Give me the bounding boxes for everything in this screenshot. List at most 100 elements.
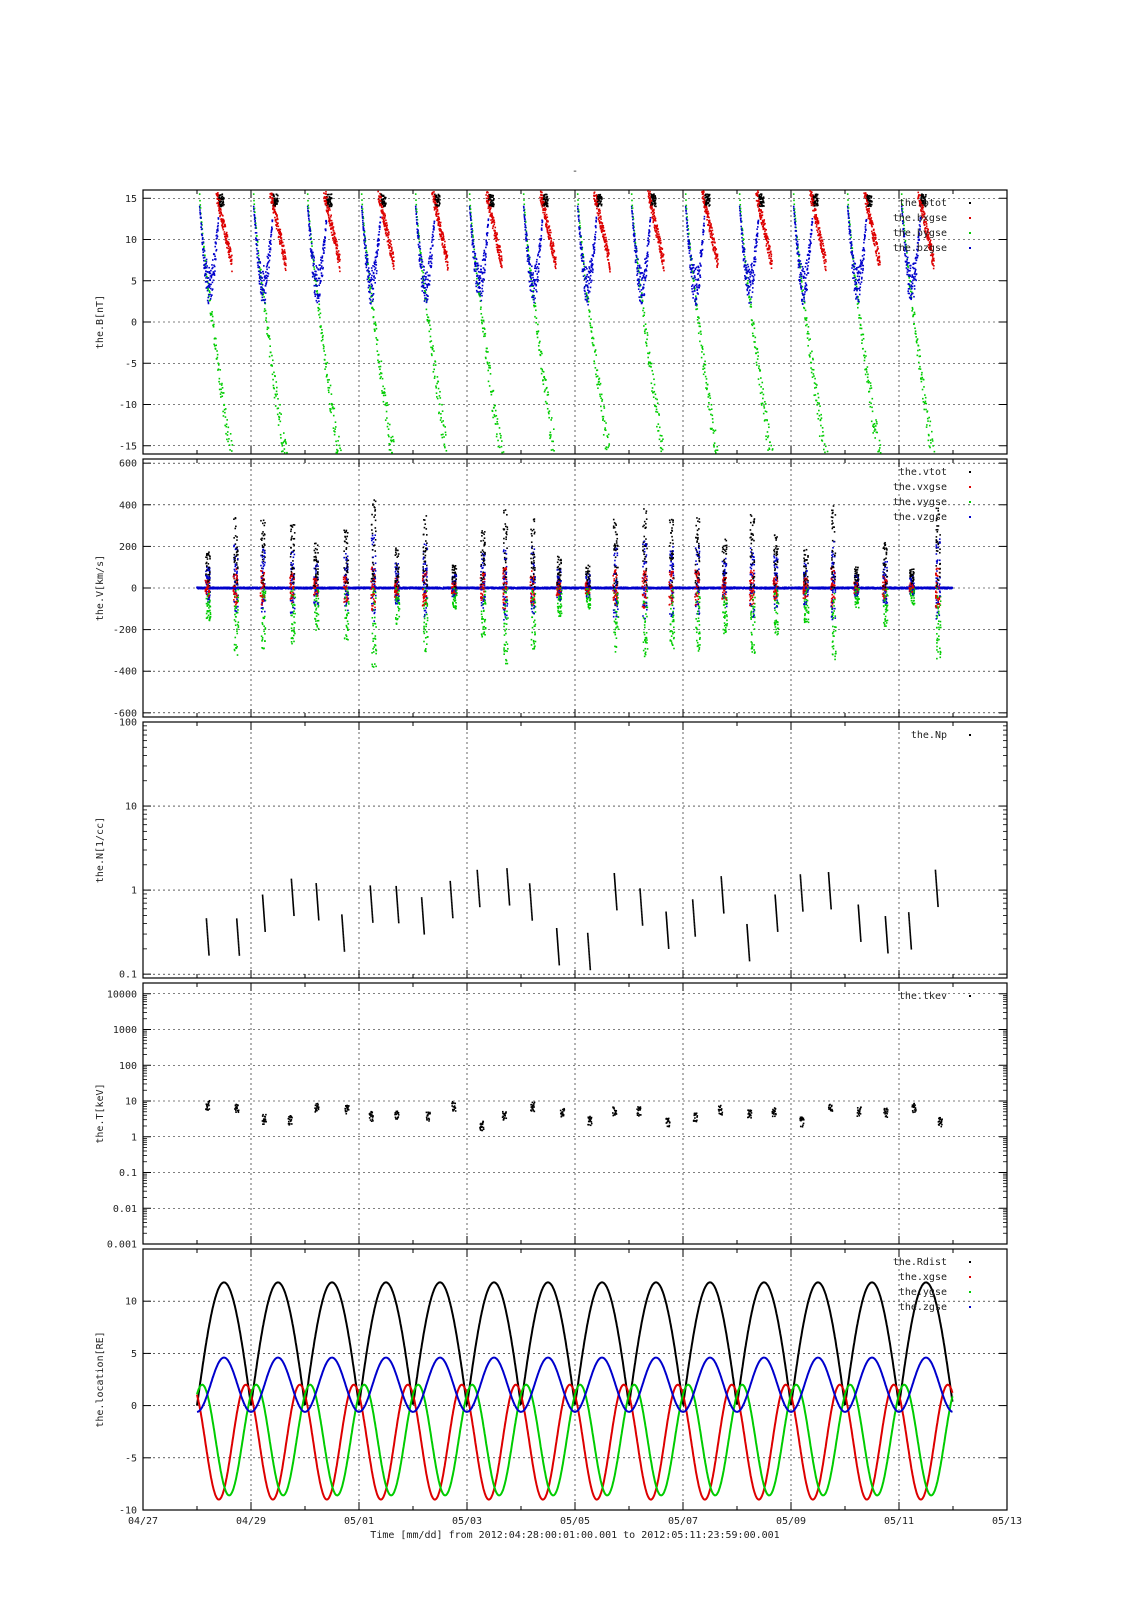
bzgse-point [365, 264, 368, 267]
btot-point [708, 200, 711, 202]
btot-point [434, 203, 437, 206]
bygse-point [493, 414, 496, 416]
bygse-point [543, 390, 546, 393]
bygse-point [373, 328, 376, 331]
bzgse-point [531, 284, 534, 287]
bygse-point [802, 289, 805, 291]
bzgse-point [255, 243, 258, 245]
bygse-point [258, 260, 260, 263]
bxgse-point [764, 228, 767, 231]
bzgse-point [211, 267, 213, 270]
bzgse-point [795, 242, 798, 245]
bxgse-point [435, 211, 438, 214]
bxgse-point [222, 222, 224, 225]
bygse-point [213, 323, 215, 326]
bygse-point [365, 249, 368, 252]
bzgse-point [746, 289, 749, 292]
bygse-point [751, 324, 754, 327]
bygse-point [756, 358, 759, 360]
bxgse-point [759, 214, 761, 217]
bzgse-point [324, 236, 327, 239]
bxgse-point [650, 200, 652, 203]
bygse-point [229, 449, 231, 451]
bzgse-point [796, 245, 799, 247]
bzgse-point [684, 205, 687, 208]
bygse-point [226, 431, 229, 433]
bygse-point [543, 375, 546, 378]
bzgse-point [377, 243, 379, 245]
bxgse-point [437, 213, 439, 216]
bygse-point [761, 381, 764, 384]
bxgse-point [716, 263, 719, 266]
bygse-point [393, 440, 395, 443]
bzgse-point [370, 295, 373, 297]
bzgse-point [314, 274, 317, 276]
bzgse-point [641, 301, 644, 304]
bygse-point [695, 308, 697, 311]
bzgse-point [590, 270, 593, 273]
bxgse-point [270, 192, 272, 195]
bxgse-point [712, 249, 715, 252]
bygse-point [216, 356, 219, 359]
bzgse-point [314, 293, 316, 295]
bxgse-point [269, 195, 272, 198]
btot-point [382, 194, 385, 197]
btot-point [275, 193, 278, 196]
bzgse-point [200, 217, 202, 219]
bzgse-point [367, 280, 370, 283]
bzgse-point [754, 258, 757, 261]
bygse-point [747, 279, 749, 282]
bygse-point [424, 291, 427, 293]
bzgse-point [316, 301, 319, 304]
bzgse-point [593, 243, 595, 246]
bygse-point [494, 409, 497, 412]
bxgse-point [767, 251, 769, 254]
bygse-point [499, 432, 501, 435]
bxgse-point [767, 248, 770, 251]
bygse-point [479, 292, 481, 295]
bzgse-point [525, 239, 527, 242]
bygse-point [199, 199, 201, 202]
bzgse-point [200, 223, 203, 226]
bzgse-point [698, 286, 700, 289]
bxgse-point [385, 231, 387, 234]
bzgse-point [473, 270, 476, 272]
bxgse-point [281, 250, 284, 252]
bygse-point [804, 309, 807, 312]
bzgse-point [213, 264, 215, 267]
bxgse-point [553, 260, 555, 262]
bygse-point [426, 318, 429, 321]
bzgse-point [746, 293, 749, 296]
bxgse-point [334, 242, 337, 244]
bxgse-point [544, 207, 546, 209]
bxgse-point [282, 254, 284, 256]
bzgse-point [487, 223, 489, 226]
bygse-point [704, 363, 707, 366]
bxgse-point [434, 196, 436, 199]
bzgse-point [753, 258, 756, 260]
btot-point [438, 196, 441, 198]
bygse-point [542, 383, 545, 386]
bzgse-point [480, 299, 483, 302]
bygse-point [307, 204, 310, 207]
bygse-point [266, 328, 269, 331]
btot-point [275, 201, 277, 204]
bxgse-point [442, 235, 445, 238]
bzgse-point [750, 266, 753, 268]
bzgse-point [371, 274, 373, 277]
btot-point [220, 194, 222, 196]
bxgse-point [541, 203, 543, 205]
bygse-point [334, 426, 337, 428]
bzgse-point [205, 270, 207, 272]
bygse-point [440, 413, 442, 415]
bygse-point [701, 351, 703, 353]
bxgse-point [598, 220, 601, 223]
bzgse-point [368, 297, 371, 300]
bxgse-point [495, 234, 498, 236]
bxgse-point [712, 233, 714, 235]
bzgse-point [314, 278, 317, 281]
bzgse-point [594, 235, 596, 238]
btot-point [762, 197, 764, 200]
bzgse-point [748, 271, 751, 274]
bxgse-point [283, 261, 286, 264]
